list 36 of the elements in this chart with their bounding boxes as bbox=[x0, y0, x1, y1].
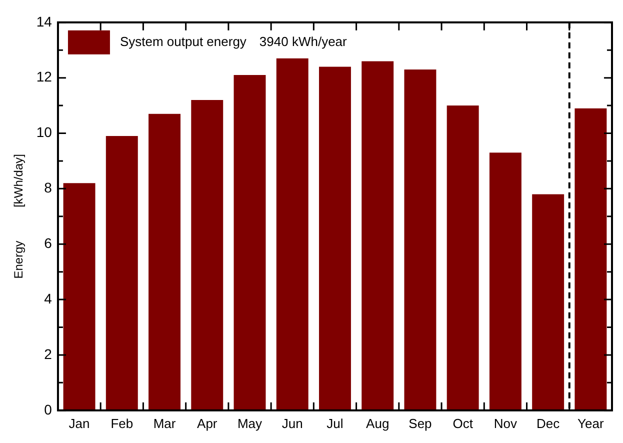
x-tick-label: Feb bbox=[110, 416, 134, 431]
bar bbox=[362, 61, 394, 410]
bar bbox=[404, 70, 436, 410]
y-tick-label: 4 bbox=[44, 290, 52, 306]
y-tick-label: 12 bbox=[36, 68, 52, 85]
x-tick-label: Jun bbox=[282, 416, 303, 431]
legend-label: System output energy 3940 kWh/year bbox=[120, 34, 348, 49]
y-tick-label: 2 bbox=[44, 346, 52, 362]
x-tick-label: Jul bbox=[326, 416, 344, 431]
bar bbox=[106, 136, 138, 410]
x-tick-label: Aug bbox=[366, 416, 390, 431]
x-tick-label: Jan bbox=[68, 416, 90, 431]
bar bbox=[148, 114, 180, 410]
y-tick-label: 14 bbox=[36, 13, 52, 30]
y-tick-label: 10 bbox=[36, 124, 52, 140]
bar bbox=[63, 183, 96, 410]
x-tick-label: Oct bbox=[452, 416, 474, 431]
y-tick-label: 0 bbox=[44, 401, 52, 418]
bar bbox=[234, 75, 266, 410]
y-tick-label: 8 bbox=[44, 180, 52, 196]
x-tick-label: Dec bbox=[536, 416, 560, 431]
y-axis-title: Energy [kWh/day] bbox=[12, 154, 26, 279]
x-tick-label: Apr bbox=[197, 416, 218, 431]
y-tick-label: 6 bbox=[44, 234, 52, 251]
x-tick-label: May bbox=[237, 416, 263, 431]
bar bbox=[574, 108, 607, 410]
x-tick-label: Nov bbox=[494, 416, 518, 431]
bar bbox=[446, 106, 479, 410]
bar bbox=[319, 66, 351, 410]
x-tick-label: Mar bbox=[153, 416, 176, 431]
bar bbox=[489, 152, 522, 410]
x-tick-label: Year bbox=[578, 416, 604, 431]
bar bbox=[532, 194, 564, 410]
bar bbox=[191, 100, 224, 410]
x-tick-label: Sep bbox=[408, 416, 432, 431]
bar bbox=[276, 58, 308, 410]
